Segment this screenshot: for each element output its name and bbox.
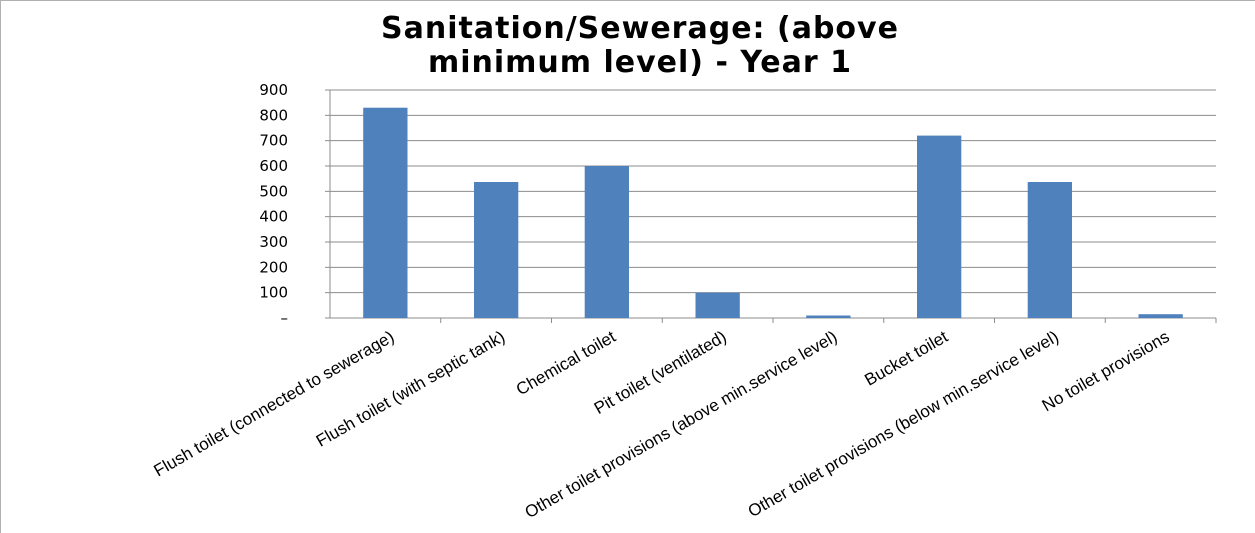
x-tick-label: Chemical toilet (513, 327, 619, 399)
y-tick-label: 400 (259, 208, 288, 226)
x-tick-label: Flush toilet (with septic tank) (313, 327, 508, 451)
y-tick-label: – (281, 309, 289, 327)
bar (474, 182, 519, 318)
y-tick-label: 200 (259, 258, 288, 276)
y-tick-label: 500 (259, 182, 288, 200)
y-tick-label: 900 (259, 81, 288, 99)
y-tick-label: 600 (259, 157, 288, 175)
bar (584, 166, 629, 318)
bar (1138, 314, 1183, 318)
chart-title: Sanitation/Sewerage: (above minimum leve… (160, 12, 1120, 80)
bar (806, 315, 851, 318)
y-tick-label: 700 (259, 132, 288, 150)
bar (917, 135, 962, 318)
bar (1027, 182, 1072, 318)
x-tick-label: Flush toilet (connected to sewerage) (151, 327, 398, 480)
y-tick-label: 800 (259, 106, 288, 124)
bar (695, 292, 740, 318)
x-tick-label: Bucket toilet (861, 327, 951, 390)
chart-title-line-1: Sanitation/Sewerage: (above (381, 11, 899, 46)
chart-title-line-2: minimum level) - Year 1 (427, 45, 853, 80)
bar (363, 107, 408, 318)
y-tick-label: 100 (259, 284, 288, 302)
y-tick-label: 300 (259, 233, 288, 251)
